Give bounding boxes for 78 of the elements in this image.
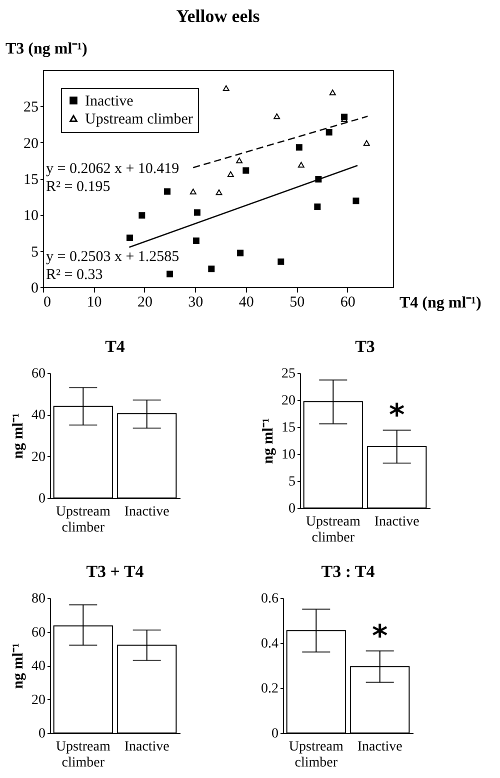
annotation: R² = 0.195	[46, 179, 110, 195]
y-tick-label: 25	[24, 100, 38, 116]
annotation: R² = 0.33	[46, 267, 103, 283]
point	[166, 270, 174, 278]
y-tick-label: 80	[32, 592, 46, 606]
y-tick-label: 60	[32, 366, 46, 382]
chart-title: T3 + T4	[86, 562, 144, 581]
x-tick-label: 40	[238, 294, 254, 310]
chart-title: T4	[105, 337, 126, 356]
x-axis-title: T4 (ng ml⁻¹)	[400, 294, 482, 312]
annotation: *	[372, 618, 388, 654]
y-tick-label: 0	[38, 726, 46, 742]
y-tick-label: 40	[32, 659, 46, 674]
x-tick-label: Upstream climber	[306, 514, 360, 546]
x-tick-label: Upstream climber	[56, 504, 110, 536]
point	[216, 189, 222, 196]
y-tick-label: 20	[32, 692, 46, 708]
point	[237, 250, 244, 256]
point	[222, 85, 230, 91]
y-axis-title: ng ml⁻¹	[10, 643, 26, 689]
point	[352, 198, 360, 204]
y-tick-label: 40	[32, 408, 46, 424]
y-tick-label: 5	[288, 474, 296, 490]
y-tick-label: 20	[32, 450, 46, 465]
annotation: y = 0.2503 x + 1.2585	[46, 249, 180, 265]
y-tick-label: 20	[24, 136, 38, 152]
chart-title: Yellow eels	[176, 6, 260, 26]
y-tick-label: 10	[282, 448, 296, 462]
point	[192, 237, 200, 244]
point	[236, 158, 243, 164]
annotation: *	[389, 398, 406, 434]
x-tick-label: Inactive	[374, 514, 420, 530]
y-tick-label: 0.6	[261, 592, 278, 606]
point	[326, 128, 332, 136]
y-axis-title: ng ml⁻¹	[260, 418, 276, 464]
point	[296, 144, 302, 151]
y-tick-label: 60	[32, 625, 46, 640]
y-tick-label: 0	[38, 492, 46, 506]
x-tick-label: 30	[188, 294, 204, 310]
point	[227, 171, 234, 178]
y-tick-label: 0.2	[261, 682, 278, 696]
chart-title: T3	[355, 337, 375, 356]
y-tick-label: 0.4	[261, 636, 278, 652]
y-tick-label: 25	[282, 366, 296, 382]
point	[242, 167, 250, 174]
x-tick-label: 60	[340, 294, 356, 310]
y-tick-label: 10	[24, 208, 38, 224]
x-tick-label: Inactive	[357, 740, 402, 754]
point	[208, 266, 215, 272]
point	[329, 90, 336, 96]
y-tick-label: 20	[282, 394, 296, 408]
y-tick-label: 5	[31, 244, 38, 260]
legend-label: Inactive	[85, 94, 134, 110]
point	[164, 188, 171, 195]
y-tick-label: 15	[24, 172, 38, 188]
x-tick-label: 20	[137, 294, 152, 310]
point	[274, 113, 280, 120]
x-tick-label: 50	[290, 294, 305, 310]
point	[298, 162, 304, 168]
point	[363, 140, 370, 146]
y-tick-label: 0	[31, 280, 38, 296]
x-tick-label: Inactive	[124, 740, 170, 754]
point	[314, 203, 321, 210]
annotation: y = 0.2062 x + 10.419	[46, 161, 180, 177]
point	[138, 212, 146, 219]
chart-title: T3 : T4	[321, 562, 376, 581]
x-tick-label: Upstream climber	[56, 740, 110, 770]
y-tick-label: 0	[272, 726, 278, 742]
y-axis-title: ng ml⁻¹	[10, 413, 26, 459]
point	[278, 258, 284, 265]
point	[126, 234, 133, 242]
x-tick-label: 10	[86, 294, 102, 310]
legend-label: Upstream climber	[85, 112, 193, 128]
y-tick-label: 15	[282, 420, 296, 436]
y-axis-title: T3 (ng ml⁻¹)	[6, 40, 88, 58]
point	[194, 209, 200, 216]
x-tick-label: Upstream climber	[288, 740, 344, 770]
point	[190, 188, 196, 194]
